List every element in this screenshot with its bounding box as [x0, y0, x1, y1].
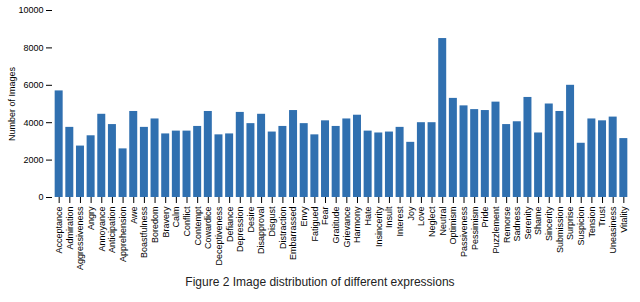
svg-text:Contempt: Contempt — [193, 206, 203, 246]
svg-text:Joy: Joy — [406, 206, 416, 221]
html-text:Figure 2 Image distribution of: Figure 2 Image distribution of different… — [185, 275, 455, 289]
svg-text:Apprehension: Apprehension — [118, 207, 128, 263]
svg-text:Grievance: Grievance — [342, 207, 352, 248]
svg-text:Conflict: Conflict — [182, 206, 192, 237]
svg-text:6000: 6000 — [23, 80, 43, 90]
svg-text:4000: 4000 — [23, 118, 43, 128]
svg-text:Tension: Tension — [587, 207, 597, 238]
svg-text:Bravery: Bravery — [161, 206, 171, 238]
svg-text:Insult: Insult — [384, 206, 394, 228]
svg-text:Boastfulness: Boastfulness — [139, 206, 149, 258]
svg-text:Depression: Depression — [235, 207, 245, 253]
svg-text:Cowardice: Cowardice — [203, 207, 213, 250]
svg-text:Trust: Trust — [597, 206, 607, 227]
svg-text:Embarrassed: Embarrassed — [288, 207, 298, 261]
svg-text:Disapproval: Disapproval — [256, 207, 266, 255]
svg-text:Boredom: Boredom — [150, 207, 160, 244]
svg-text:Sincerity: Sincerity — [544, 206, 554, 241]
svg-text:Puzzlement: Puzzlement — [491, 206, 501, 254]
svg-text:Fatigued: Fatigued — [310, 207, 320, 242]
svg-text:Admiration: Admiration — [65, 207, 75, 250]
svg-text:Harmony: Harmony — [352, 206, 362, 243]
svg-text:Submission: Submission — [555, 207, 565, 254]
svg-text:Suspicion: Suspicion — [576, 207, 586, 246]
svg-text:Disgust: Disgust — [267, 206, 277, 237]
svg-text:Sadness: Sadness — [512, 206, 522, 242]
svg-text:Pessimism: Pessimism — [470, 207, 480, 251]
svg-text:Remorse: Remorse — [502, 207, 512, 244]
svg-text:Optimism: Optimism — [448, 207, 458, 245]
svg-text:Desire: Desire — [246, 207, 256, 233]
svg-text:Shame: Shame — [533, 207, 543, 236]
svg-text:Neglect: Neglect — [427, 206, 437, 237]
svg-text:Calm: Calm — [171, 207, 181, 228]
svg-text:Hate: Hate — [363, 207, 373, 226]
svg-text:Insincerity: Insincerity — [374, 206, 384, 247]
svg-text:0: 0 — [38, 192, 43, 202]
svg-text:Distraction: Distraction — [278, 207, 288, 250]
svg-text:Serenity: Serenity — [523, 206, 533, 240]
svg-text:Pride: Pride — [480, 207, 490, 228]
svg-text:Annoyance: Annoyance — [97, 207, 107, 252]
svg-text:8000: 8000 — [23, 43, 43, 53]
svg-text:Surprise: Surprise — [565, 207, 575, 241]
svg-text:Passiveness: Passiveness — [459, 206, 469, 257]
svg-text:Angry: Angry — [86, 206, 96, 230]
svg-text:Neutral: Neutral — [438, 207, 448, 236]
svg-text:Defiance: Defiance — [225, 207, 235, 243]
svg-text:Acceptance: Acceptance — [54, 207, 64, 254]
svg-text:Awe: Awe — [129, 207, 139, 224]
svg-text:Interest: Interest — [395, 206, 405, 237]
svg-text:Number of Images: Number of Images — [7, 66, 17, 141]
svg-text:Anticipation: Anticipation — [107, 207, 117, 254]
svg-text:Fear: Fear — [320, 207, 330, 226]
svg-text:Uneasiness: Uneasiness — [608, 206, 618, 254]
svg-text:Vitality: Vitality — [619, 206, 629, 233]
svg-text:Gratitude: Gratitude — [331, 207, 341, 244]
svg-text:2000: 2000 — [23, 155, 43, 165]
svg-text:Aggressiveness: Aggressiveness — [75, 206, 85, 270]
svg-text:Love: Love — [416, 207, 426, 227]
svg-text:Deceptiveness: Deceptiveness — [214, 206, 224, 266]
svg-text:10000: 10000 — [18, 5, 43, 15]
svg-text:Envy: Envy — [299, 206, 309, 227]
